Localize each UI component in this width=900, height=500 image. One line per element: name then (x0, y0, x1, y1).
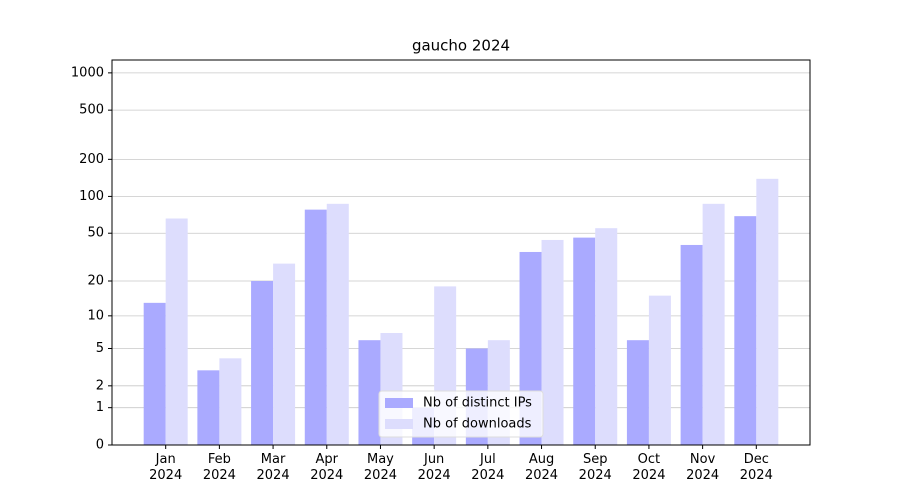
x-tick-label: Aug 2024 (524, 452, 559, 483)
y-tick-label: 200 (79, 152, 104, 167)
x-tick-label: Apr 2024 (310, 452, 344, 483)
y-tick-label: 20 (87, 274, 104, 289)
bar (197, 370, 220, 445)
x-tick-label: Jan 2024 (149, 452, 183, 483)
bar (304, 209, 327, 445)
y-tick-label: 1000 (71, 65, 104, 80)
bar (273, 263, 296, 445)
y-tick-label: 0 (96, 438, 104, 453)
y-tick-label: 500 (79, 103, 104, 118)
x-tick-label: Nov 2024 (686, 452, 720, 483)
legend-label: Nb of distinct IPs (423, 396, 532, 411)
bar (595, 228, 618, 445)
legend-swatch (385, 398, 413, 408)
y-tick-label: 10 (87, 308, 104, 323)
bar (143, 302, 166, 445)
legend-box (378, 390, 544, 438)
legend: Nb of distinct IPs Nb of downloads (378, 390, 544, 438)
y-tick-label: 100 (79, 189, 104, 204)
bar (756, 178, 779, 446)
x-tick-label: Feb 2024 (202, 452, 236, 483)
bar (648, 295, 671, 445)
y-tick-label: 50 (87, 226, 104, 241)
x-tick-label: Dec 2024 (739, 452, 773, 483)
x-tick-label: Jul 2024 (471, 452, 505, 483)
y-tick-label: 5 (96, 341, 104, 356)
bar (251, 281, 274, 445)
x-tick-label: Sep 2024 (578, 452, 612, 483)
legend-label: Nb of downloads (423, 417, 532, 432)
x-tick-label: Jun 2024 (417, 452, 451, 483)
bar (702, 203, 725, 445)
bar (626, 340, 649, 445)
bar (358, 340, 381, 445)
bar (326, 203, 349, 445)
legend-swatch (385, 419, 413, 429)
plot-frame (111, 59, 811, 446)
x-tick-label: May 2024 (363, 452, 397, 483)
y-tick-label: 2 (96, 378, 104, 393)
x-tick-label: Mar 2024 (256, 452, 290, 483)
bar (541, 239, 564, 445)
bar (219, 358, 242, 445)
y-tick-label: 1 (96, 400, 104, 415)
bar (734, 216, 757, 445)
bar (573, 237, 596, 445)
bar (165, 218, 188, 445)
x-tick-label: Oct 2024 (632, 452, 666, 483)
chart-title: gaucho 2024 (412, 37, 510, 55)
bar (680, 244, 703, 445)
